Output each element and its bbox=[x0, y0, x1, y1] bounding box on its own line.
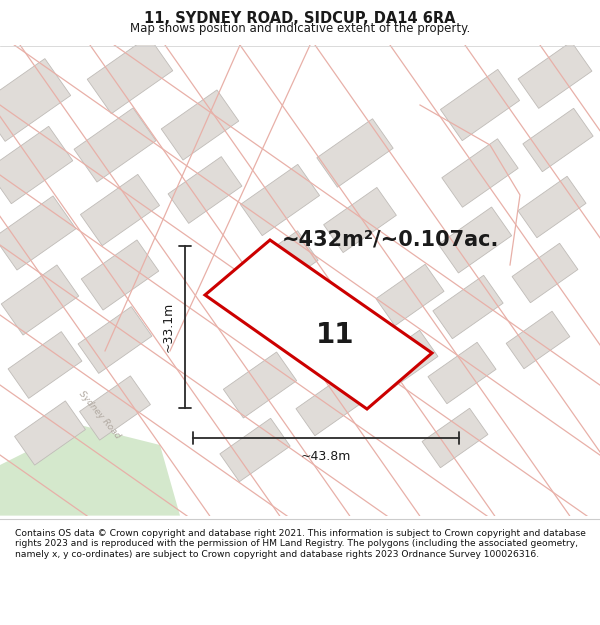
Polygon shape bbox=[87, 36, 173, 114]
Text: ~33.1m: ~33.1m bbox=[162, 302, 175, 352]
Polygon shape bbox=[422, 408, 488, 468]
Polygon shape bbox=[440, 69, 520, 141]
Polygon shape bbox=[518, 42, 592, 108]
Polygon shape bbox=[296, 374, 364, 436]
Text: ~43.8m: ~43.8m bbox=[301, 450, 351, 463]
Polygon shape bbox=[323, 188, 397, 253]
Polygon shape bbox=[80, 174, 160, 246]
Polygon shape bbox=[372, 330, 438, 390]
Polygon shape bbox=[1, 265, 79, 335]
Text: 11: 11 bbox=[316, 321, 354, 349]
Polygon shape bbox=[0, 126, 73, 204]
Polygon shape bbox=[161, 90, 239, 160]
Polygon shape bbox=[299, 308, 371, 372]
Polygon shape bbox=[428, 342, 496, 404]
Text: Sydney Road: Sydney Road bbox=[77, 389, 122, 441]
Polygon shape bbox=[439, 207, 512, 273]
Polygon shape bbox=[74, 108, 156, 182]
Polygon shape bbox=[168, 157, 242, 223]
Text: Sydney Road: Sydney Road bbox=[283, 269, 337, 311]
Text: Map shows position and indicative extent of the property.: Map shows position and indicative extent… bbox=[130, 22, 470, 35]
Polygon shape bbox=[0, 59, 71, 141]
Polygon shape bbox=[223, 352, 296, 418]
Polygon shape bbox=[0, 196, 76, 270]
Polygon shape bbox=[242, 231, 318, 299]
Polygon shape bbox=[8, 332, 82, 398]
Polygon shape bbox=[80, 376, 151, 440]
Polygon shape bbox=[317, 119, 393, 188]
Polygon shape bbox=[81, 240, 159, 310]
Polygon shape bbox=[220, 418, 290, 482]
Polygon shape bbox=[0, 425, 180, 516]
Polygon shape bbox=[205, 240, 432, 409]
Polygon shape bbox=[78, 307, 152, 373]
Text: 11, SYDNEY ROAD, SIDCUP, DA14 6RA: 11, SYDNEY ROAD, SIDCUP, DA14 6RA bbox=[144, 11, 456, 26]
Polygon shape bbox=[241, 164, 320, 236]
Polygon shape bbox=[433, 275, 503, 339]
Polygon shape bbox=[14, 401, 85, 465]
Polygon shape bbox=[512, 243, 578, 302]
Polygon shape bbox=[518, 176, 586, 238]
Polygon shape bbox=[523, 108, 593, 172]
Text: ~432m²/~0.107ac.: ~432m²/~0.107ac. bbox=[281, 230, 499, 250]
Polygon shape bbox=[506, 311, 570, 369]
Text: Contains OS data © Crown copyright and database right 2021. This information is : Contains OS data © Crown copyright and d… bbox=[15, 529, 586, 559]
Polygon shape bbox=[376, 264, 444, 326]
Polygon shape bbox=[442, 139, 518, 208]
